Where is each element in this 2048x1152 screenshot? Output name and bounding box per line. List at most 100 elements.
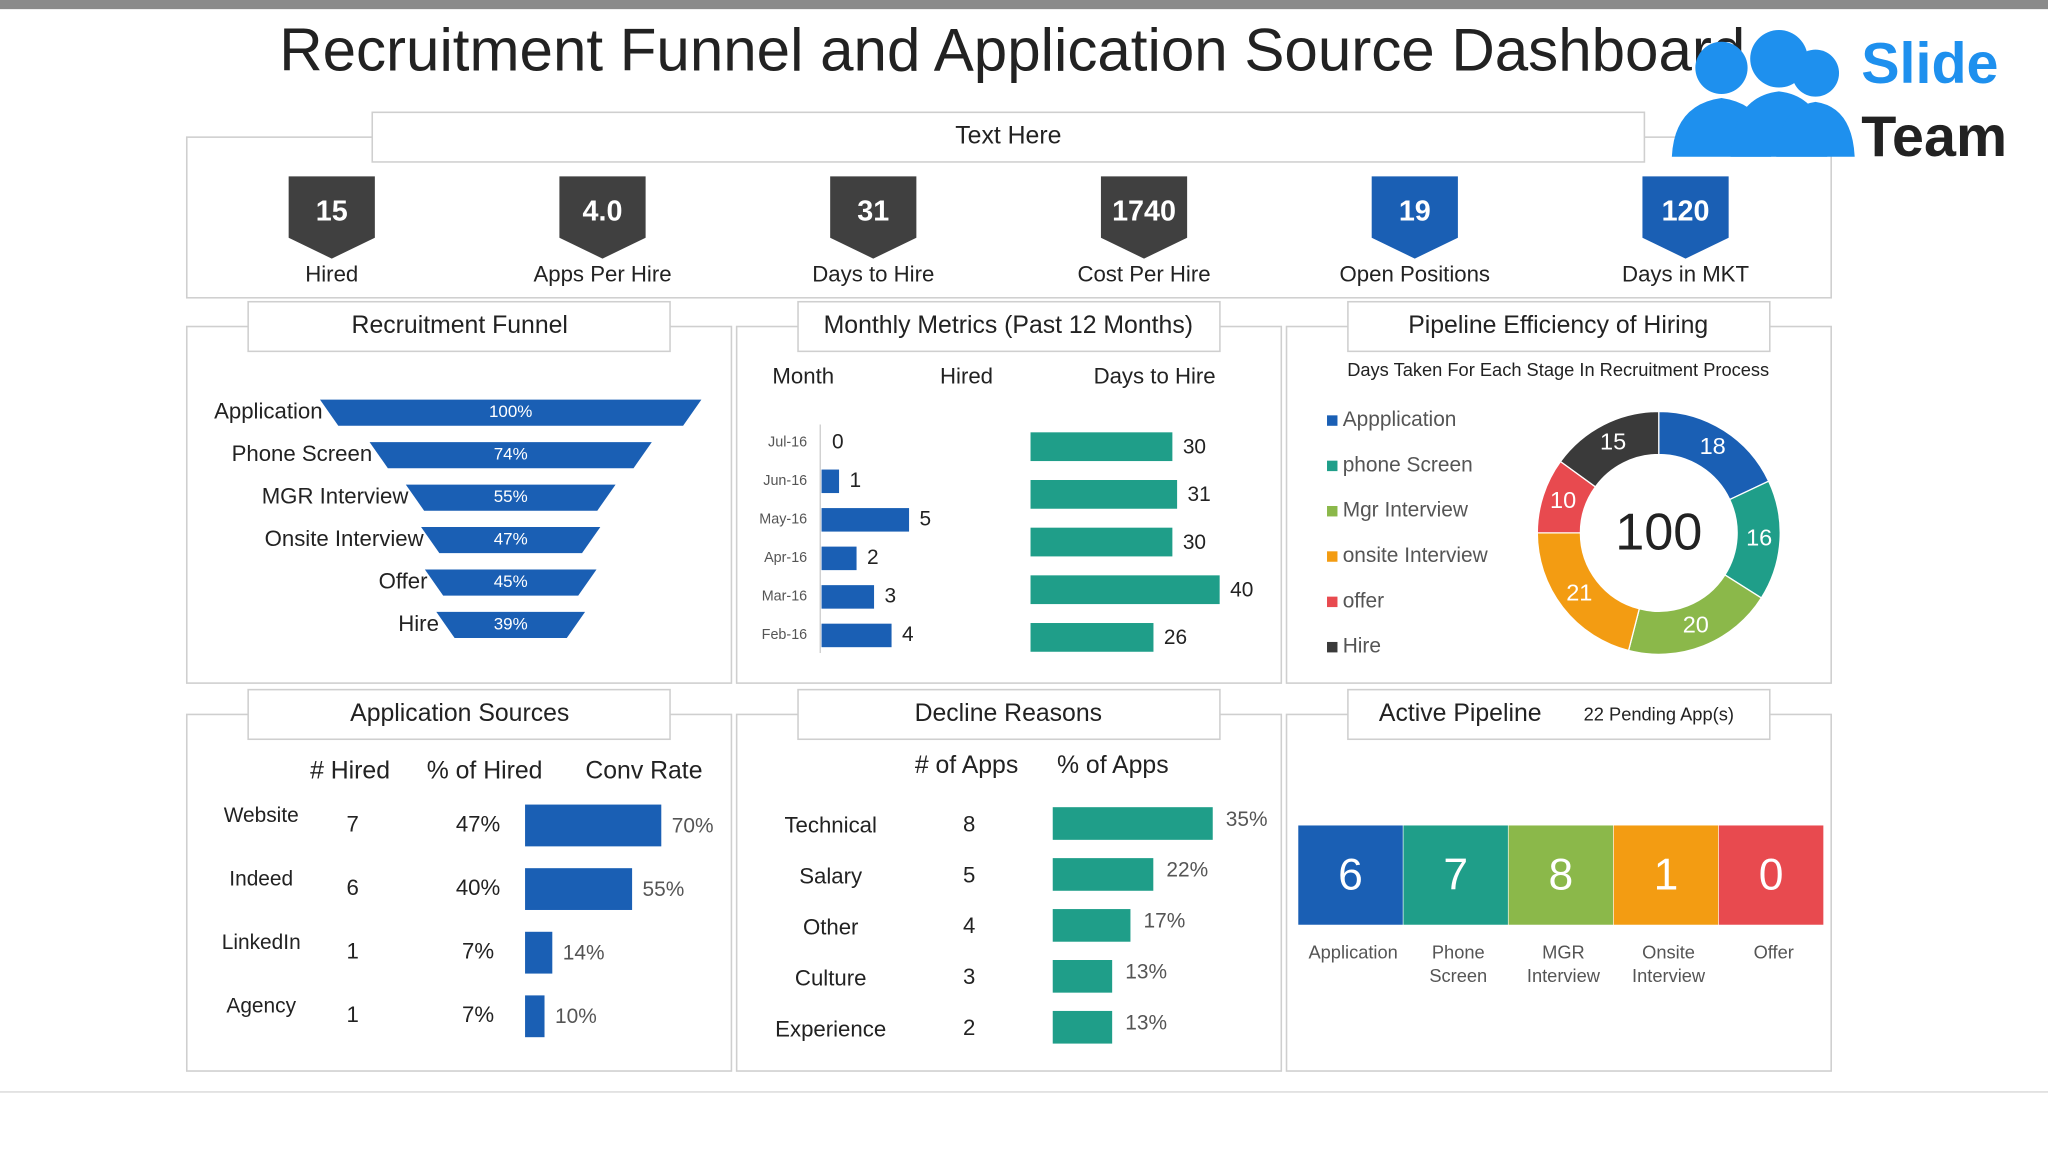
header-box (797, 688, 1221, 741)
header: Application Sources (350, 700, 569, 727)
bar (1030, 480, 1178, 509)
kpi-panel (185, 136, 1832, 299)
header-box (247, 688, 671, 741)
value-label: 31 (1188, 483, 1211, 506)
donut-segment (1559, 410, 1660, 488)
panel (185, 713, 733, 1072)
title: Recruitment Funnel and Application Sourc… (279, 17, 1745, 84)
value-label: 55% (643, 878, 685, 901)
bar (1052, 858, 1154, 891)
row-label: Website (224, 804, 299, 827)
value-label: 26 (1164, 626, 1187, 649)
value-label: 14% (563, 942, 605, 965)
subtitle: Days Taken For Each Stage In Recruitment… (1347, 359, 1769, 380)
header-box (797, 300, 1221, 353)
header: Recruitment Funnel (352, 312, 568, 339)
segment-label: 18 (1700, 433, 1726, 459)
value-label: 70% (672, 814, 714, 837)
stage-label: Onsite Interview (1632, 941, 1706, 986)
stage-value: 0 (1759, 850, 1784, 899)
kpi-label: Apps Per Hire (533, 261, 671, 286)
bar (1030, 527, 1173, 557)
row-label: Technical (784, 813, 877, 838)
segment-label: 20 (1683, 612, 1709, 638)
top-bar (0, 0, 2048, 10)
badge (1371, 176, 1458, 259)
legend-swatch (1327, 641, 1338, 653)
stage-label: MGR Interview (1527, 941, 1601, 986)
stage-box (1403, 825, 1508, 925)
kpi-value: 31 (857, 195, 889, 227)
stage-label: Phone Screen (232, 441, 373, 466)
legend-label: Appplication (1343, 408, 1457, 431)
row-label: Other (803, 915, 859, 940)
kpi-label: Days to Hire (812, 261, 934, 286)
month-label: Jul-16 (768, 435, 807, 451)
value-label: 5 (920, 507, 932, 530)
stage-box (1508, 825, 1614, 925)
bar (525, 804, 662, 847)
bar (821, 469, 840, 494)
value-label: 10% (555, 1005, 597, 1028)
legend-label: onsite Interview (1343, 544, 1489, 567)
column-header: # of Apps (915, 752, 1018, 779)
legend-label: phone Screen (1343, 453, 1473, 476)
stage-box (1613, 825, 1719, 925)
value-label: 17% (1144, 910, 1186, 933)
header-box (1347, 300, 1771, 353)
badge (830, 176, 917, 259)
stage-box (1718, 825, 1824, 925)
legend-label: Mgr Interview (1343, 499, 1469, 522)
kpi-value: 4.0 (583, 195, 623, 227)
bar (1052, 909, 1131, 942)
stage-box (1298, 825, 1403, 925)
value-label: 0 (832, 430, 844, 453)
month-label: Feb-16 (762, 627, 808, 643)
stage-value: 6 (1338, 850, 1363, 899)
header-box (247, 300, 671, 353)
value-label: 22% (1166, 859, 1208, 882)
stage-label: MGR Interview (262, 483, 410, 508)
cell: 40% (456, 875, 500, 900)
kpi-label: Hired (305, 261, 358, 286)
panel (735, 325, 1283, 684)
cell: 7% (462, 1002, 494, 1027)
cell: 5 (963, 862, 975, 887)
funnel-bar (436, 611, 586, 639)
bar (821, 623, 892, 648)
value-label: 47% (494, 530, 528, 549)
funnel-bar (320, 399, 702, 426)
value-label: 39% (494, 614, 528, 633)
kpi-label: Days in MKT (1622, 261, 1749, 286)
kpi-value: 120 (1662, 195, 1710, 227)
legend-label: offer (1343, 589, 1384, 612)
month-label: Apr-16 (764, 550, 807, 566)
cell: 1 (346, 939, 358, 964)
stage-label: Offer (1754, 941, 1794, 962)
legend-swatch (1327, 415, 1338, 426)
funnel-bar (369, 442, 652, 469)
segment-label: 21 (1566, 580, 1592, 606)
value-label: 100% (489, 402, 532, 421)
value-label: 35% (1226, 808, 1268, 831)
header-box (1347, 688, 1771, 741)
header: Decline Reasons (915, 700, 1102, 727)
segment-label: 10 (1550, 487, 1576, 513)
legend-swatch (1327, 596, 1338, 608)
column-header: Days to Hire (1094, 363, 1216, 388)
donut-total: 100 (1615, 503, 1702, 561)
stage-label: Application (1308, 941, 1397, 962)
row-label: Agency (226, 995, 296, 1018)
value-label: 2 (867, 546, 879, 569)
stage-label: Application (214, 399, 323, 424)
stage-label: Phone Screen (1429, 941, 1487, 986)
cell: 7 (346, 811, 358, 836)
bar (525, 868, 633, 910)
bar (821, 508, 910, 532)
legend-swatch (1327, 505, 1338, 517)
column-header: % of Apps (1057, 752, 1169, 779)
bar (525, 931, 553, 974)
badge (559, 176, 646, 259)
